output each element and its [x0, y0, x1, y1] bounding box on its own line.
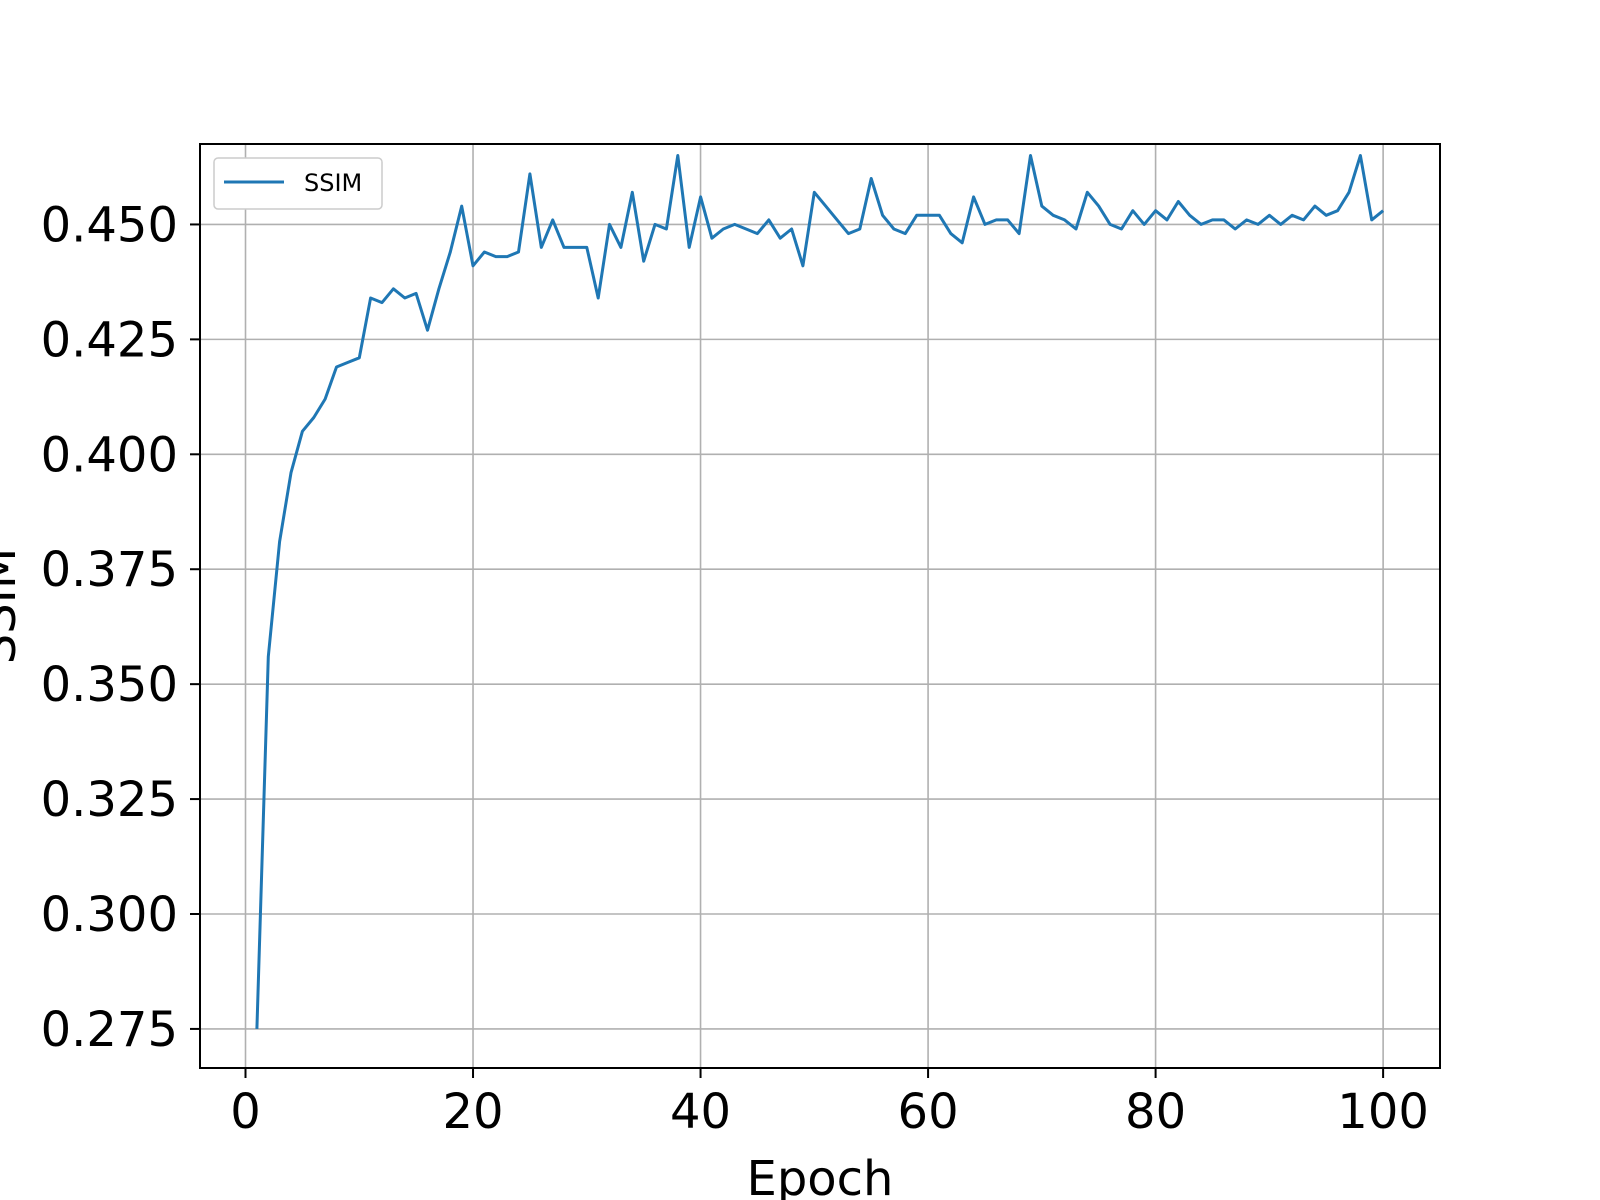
y-tick-label: 0.325	[41, 772, 178, 828]
x-tick-label: 0	[230, 1084, 261, 1140]
x-tick-label: 40	[670, 1084, 731, 1140]
legend-label-ssim: SSIM	[304, 169, 362, 197]
y-tick-label: 0.350	[41, 657, 178, 713]
y-tick-label: 0.375	[41, 542, 178, 598]
x-tick-label: 100	[1337, 1084, 1429, 1140]
x-axis-label: Epoch	[747, 1151, 894, 1200]
x-tick-label: 80	[1125, 1084, 1186, 1140]
x-tick-label: 60	[898, 1084, 959, 1140]
y-tick-label: 0.275	[41, 1002, 178, 1058]
y-tick-label: 0.425	[41, 312, 178, 368]
x-axis-ticks: 0 20 40 60 80 100	[230, 1068, 1429, 1140]
y-axis-label: SSIM	[0, 548, 27, 665]
y-tick-label: 0.450	[41, 197, 178, 253]
x-tick-label: 20	[442, 1084, 503, 1140]
grid-lines	[200, 144, 1440, 1068]
legend-box	[213, 157, 383, 210]
series-layer	[255, 154, 1385, 1029]
series-line-ssim	[255, 154, 1385, 1029]
legend: SSIM	[213, 157, 383, 210]
y-axis-ticks: 0.275 0.300 0.325 0.350 0.375 0.400 0.425 0.450	[41, 197, 200, 1058]
y-tick-label: 0.400	[41, 427, 178, 483]
axes-frame	[199, 143, 1441, 1069]
y-tick-label: 0.300	[41, 887, 178, 943]
